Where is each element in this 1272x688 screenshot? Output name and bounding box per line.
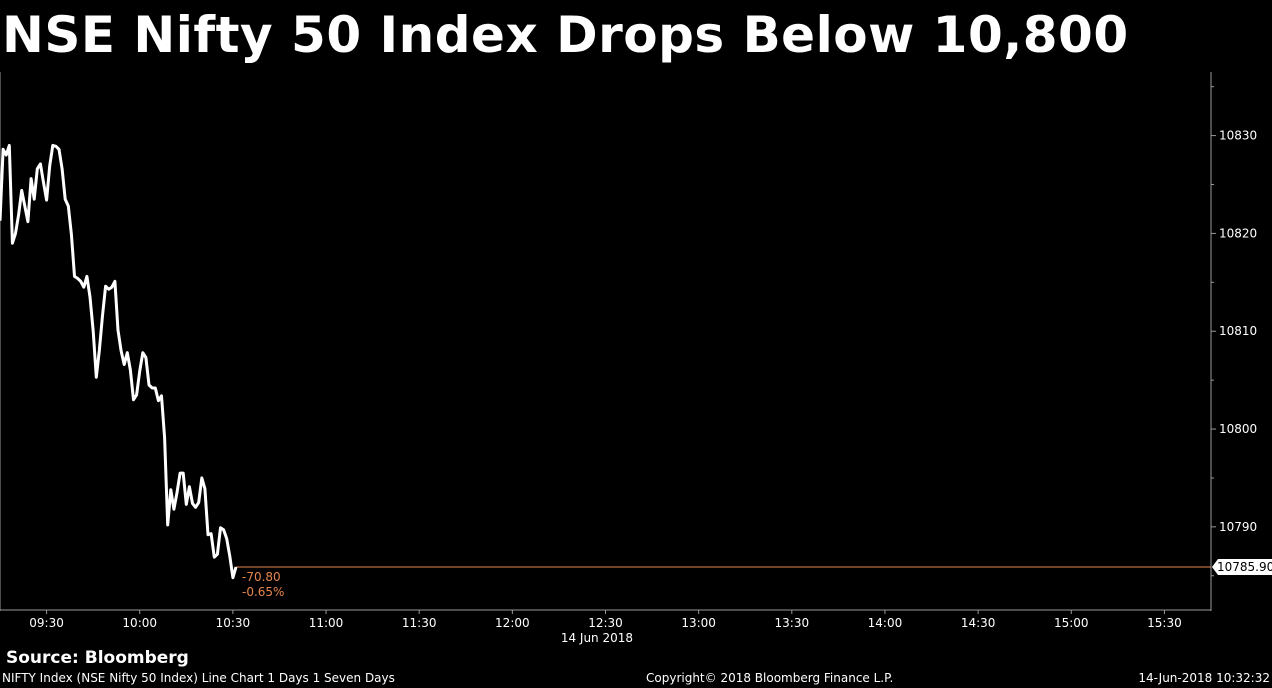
y-tick-label: 10810 [1219,324,1257,338]
last-value-box: 10785.90 [1212,558,1272,575]
x-tick-label: 14:00 [868,616,903,630]
y-tick-label: 10820 [1219,226,1257,240]
series-line [0,143,238,580]
x-tick-label: 11:00 [309,616,344,630]
x-tick-label: 09:30 [29,616,64,630]
x-tick-label: 14:30 [961,616,996,630]
x-tick-label: 10:00 [122,616,157,630]
y-tick-label: 10830 [1219,129,1257,143]
date-label: 14 Jun 2018 [561,631,633,645]
change-label: -70.80 [242,570,281,584]
source-label: Source: Bloomberg [6,648,189,668]
x-tick-label: 10:30 [216,616,251,630]
y-tick-label: 10790 [1219,520,1257,534]
x-tick-label: 13:00 [681,616,716,630]
chart-title: NSE Nifty 50 Index Drops Below 10,800 [2,6,1129,64]
y-ticks: 10830 10820 10810 10800 10790 [1211,86,1257,577]
footer-description: NIFTY Index (NSE Nifty 50 Index) Line Ch… [2,671,395,685]
y-tick-label: 10800 [1219,422,1257,436]
last-value-label: 10785.90 [1217,560,1272,574]
change-pct-label: -0.65% [242,585,284,599]
footer-copyright: Copyright© 2018 Bloomberg Finance L.P. [646,671,894,685]
x-tick-label: 15:30 [1147,616,1182,630]
axes [0,72,1212,611]
last-value-box-shape [1212,558,1272,575]
x-ticks: 09:30 10:00 10:30 11:00 11:30 12:00 12:30 13:00… [29,610,1182,630]
x-tick-label: 13:30 [775,616,810,630]
footer-timestamp: 14-Jun-2018 10:32:32 [1138,671,1270,685]
x-tick-label: 15:00 [1054,616,1089,630]
x-tick-label: 12:00 [495,616,530,630]
x-tick-label: 11:30 [402,616,437,630]
x-tick-label: 12:30 [588,616,623,630]
